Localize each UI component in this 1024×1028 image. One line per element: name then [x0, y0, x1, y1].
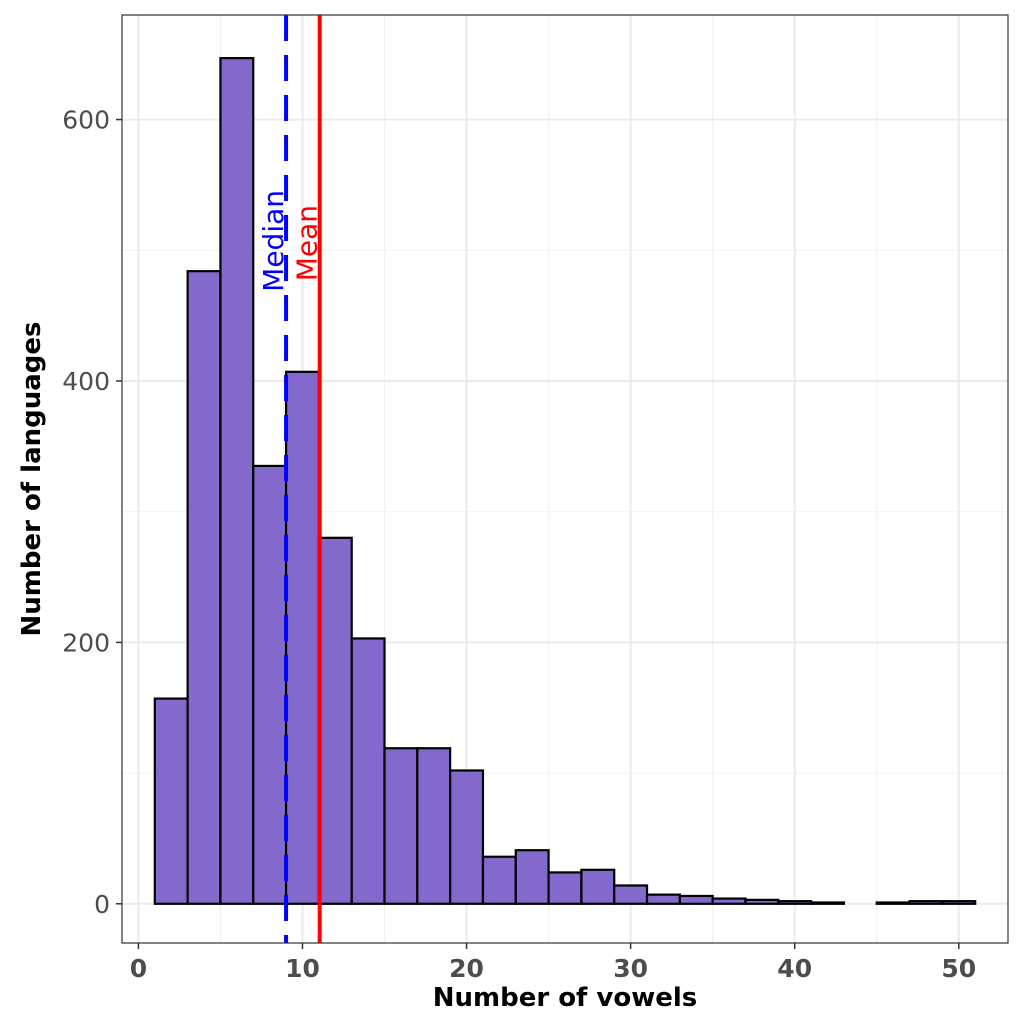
- histogram-bar: [481, 855, 517, 905]
- histogram-bar: [711, 897, 747, 905]
- x-tick-label: 30: [613, 954, 648, 983]
- y-tick-label: 200: [62, 628, 110, 657]
- histogram-bar: [645, 893, 681, 905]
- x-tick-label: 10: [285, 954, 320, 983]
- histogram-bar: [153, 697, 189, 905]
- histogram-bar: [317, 536, 353, 905]
- plot-panel-border: [121, 14, 1009, 944]
- histogram-bar: [547, 871, 583, 905]
- reference-lines: Median Mean: [257, 15, 324, 943]
- x-tick-label: 40: [777, 954, 812, 983]
- histogram-bar: [449, 769, 485, 905]
- histogram-bar: [350, 637, 386, 905]
- x-axis-label: Number of vowels: [433, 983, 698, 1013]
- histogram-bar: [908, 900, 944, 905]
- bars: [153, 57, 977, 905]
- histogram-bar: [284, 370, 320, 905]
- y-tick-label: 600: [62, 106, 110, 135]
- x-tick-label: 20: [449, 954, 484, 983]
- y-tick-label: 0: [94, 890, 110, 919]
- histogram-bar: [744, 898, 780, 905]
- histogram-bar: [383, 747, 419, 905]
- histogram-bar: [777, 900, 813, 905]
- histogram-bar: [613, 884, 649, 905]
- histogram-bar: [678, 894, 714, 905]
- median-label: Median: [257, 190, 290, 292]
- histogram-bar: [186, 270, 222, 905]
- x-tick-label: 50: [941, 954, 976, 983]
- histogram-bar: [875, 901, 911, 905]
- histogram-bar: [252, 464, 288, 905]
- histogram-bar: [810, 901, 846, 905]
- histogram-bar: [219, 57, 255, 905]
- y-tick-label: 400: [62, 367, 110, 396]
- mean-label: Mean: [291, 205, 324, 281]
- histogram-bar: [941, 900, 977, 905]
- x-axis-ticks: 0 10 20 30 40 50: [130, 943, 976, 983]
- histogram-bar: [416, 747, 452, 905]
- y-axis-ticks: 0 200 400 600: [62, 106, 122, 919]
- x-tick-label: 0: [130, 954, 147, 983]
- histogram-bar: [580, 868, 616, 905]
- y-axis-label: Number of languages: [17, 321, 47, 636]
- histogram-bar: [514, 849, 550, 905]
